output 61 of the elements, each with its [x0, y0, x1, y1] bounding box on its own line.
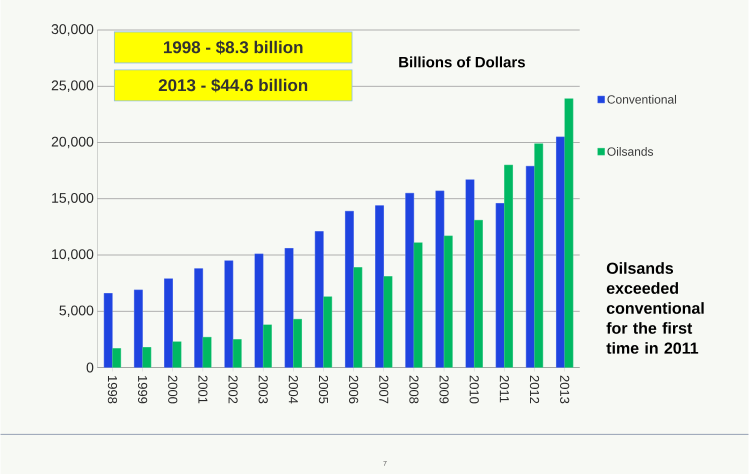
bar [112, 348, 122, 368]
y-tick-label: 10,000 [52, 249, 94, 261]
x-tick-label: 2002 [228, 376, 238, 404]
y-tick-label: 25,000 [52, 80, 94, 92]
bar [504, 164, 514, 368]
bar [353, 266, 362, 368]
bar [414, 242, 423, 368]
annotation: Billions of Dollars [399, 56, 525, 68]
legend-label: Oilsands [607, 146, 654, 156]
x-tick-label: 2005 [318, 376, 328, 404]
x-tick-label: 2000 [168, 376, 178, 404]
x-tick-label: 2004 [288, 376, 298, 404]
annotation: 2013 - $44.6 billion [158, 78, 308, 92]
y-tick-label: 5,000 [59, 305, 94, 317]
bar [314, 230, 324, 368]
bar [134, 289, 143, 368]
x-tick-label: 2001 [198, 376, 208, 404]
bar [496, 202, 505, 368]
bar [534, 143, 544, 368]
bar [375, 205, 384, 368]
x-tick-label: 2003 [258, 376, 268, 404]
bar [202, 336, 212, 368]
bar [344, 210, 354, 368]
x-tick-label: 2006 [349, 376, 358, 404]
text: Oilsands exceeded conventional for the first time in 2011 [606, 262, 704, 354]
bar [384, 276, 392, 368]
bar [164, 278, 173, 368]
bar [224, 260, 234, 368]
bar [564, 98, 574, 368]
bar [293, 318, 302, 368]
y-tick-label: 30,000 [52, 24, 94, 36]
bar [405, 192, 414, 368]
x-tick-label: 2012 [530, 376, 540, 404]
x-tick-label: 2008 [409, 376, 419, 404]
bar [284, 248, 294, 368]
bar [435, 190, 444, 368]
x-tick-label: 1998 [108, 376, 118, 404]
bar [466, 179, 474, 368]
x-tick-label: 2010 [470, 376, 479, 404]
bar [526, 166, 535, 368]
x-tick-label: 2007 [379, 376, 388, 404]
bar [262, 324, 272, 368]
bar [323, 296, 332, 368]
bar [232, 338, 242, 368]
x-tick-label: 2009 [439, 376, 449, 404]
x-tick-label: 2011 [500, 376, 509, 402]
y-tick-label: 15,000 [52, 192, 94, 204]
y-tick-label: 20,000 [52, 136, 94, 148]
bar [444, 235, 453, 368]
bar [254, 253, 264, 368]
bar [474, 220, 483, 368]
x-tick-label: 2013 [560, 376, 570, 404]
bar [142, 346, 152, 368]
bar [172, 341, 182, 368]
x-tick-label: 1999 [138, 376, 148, 404]
bar [104, 292, 113, 368]
bar [194, 268, 204, 368]
annotation: 1998 - $8.3 billion [164, 40, 302, 54]
bar [556, 136, 565, 368]
legend-label: Conventional [607, 94, 676, 104]
y-tick-label: 0 [86, 362, 94, 372]
